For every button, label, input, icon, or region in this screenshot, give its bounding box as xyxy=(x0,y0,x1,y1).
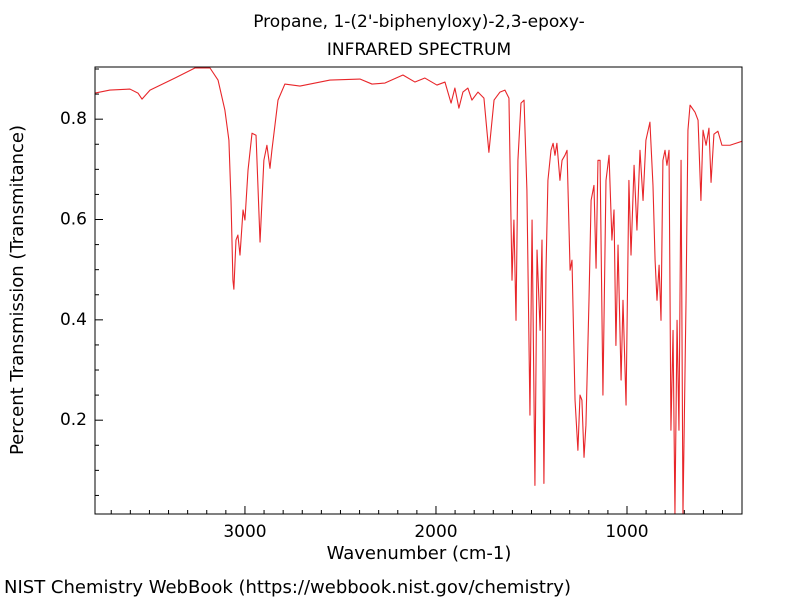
x-tick-label: 2000 xyxy=(414,522,457,542)
y-tick-label: 0.8 xyxy=(60,109,87,129)
x-axis-label: Wavenumber (cm-1) xyxy=(327,543,512,564)
y-tick-label: 0.6 xyxy=(60,210,87,230)
spectrum-line xyxy=(95,67,742,514)
x-tick-label: 3000 xyxy=(223,522,266,542)
y-tick-label: 0.2 xyxy=(60,410,87,430)
y-axis-label: Percent Transmission (Transmitance) xyxy=(7,125,28,455)
chart-title: Propane, 1-(2'-biphenyloxy)-2,3-epoxy- xyxy=(253,12,585,32)
x-tick-label: 1000 xyxy=(605,522,648,542)
y-tick-label: 0.4 xyxy=(60,310,87,330)
source-note: NIST Chemistry WebBook (https://webbook.… xyxy=(4,577,571,598)
plot-frame xyxy=(94,66,743,515)
chart-subtitle: INFRARED SPECTRUM xyxy=(327,40,511,60)
